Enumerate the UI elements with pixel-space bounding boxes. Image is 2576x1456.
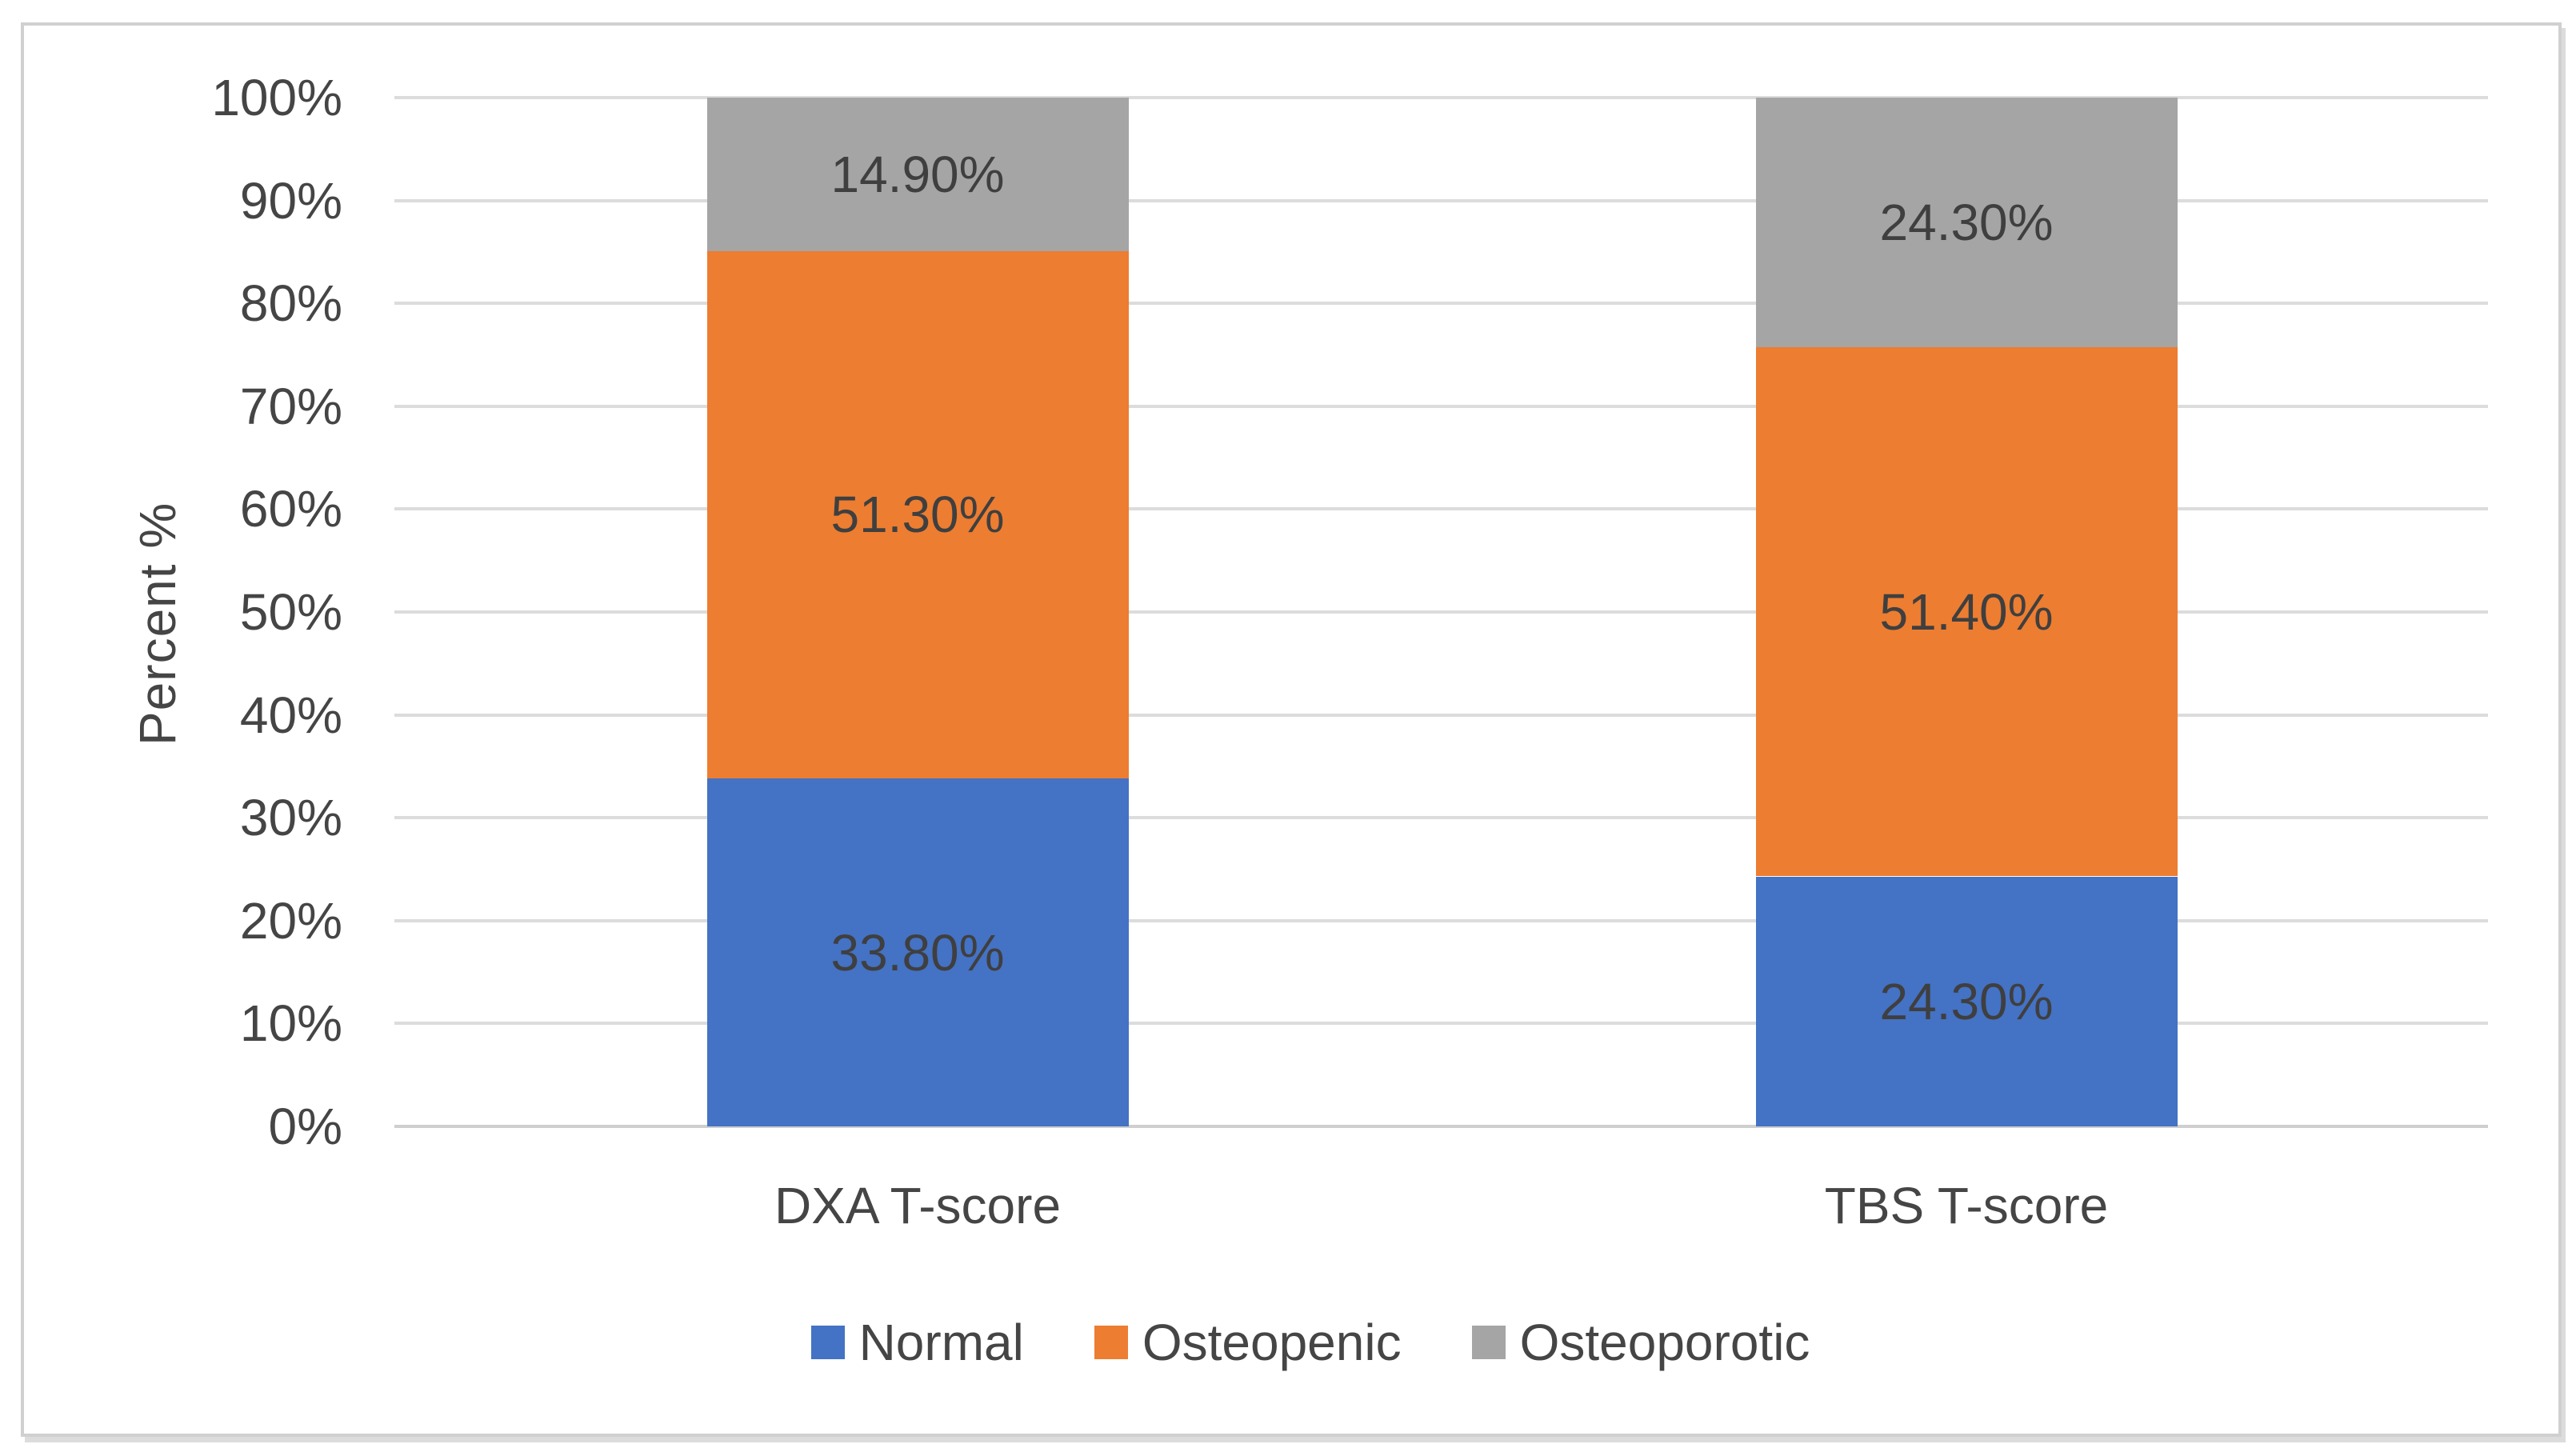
figure-border — [21, 22, 2562, 1437]
y-tick-label: 80% — [239, 274, 342, 333]
legend-item-normal: Normal — [810, 1313, 1024, 1372]
y-tick-label: 0% — [268, 1098, 343, 1155]
legend: Normal Osteopenic Osteoporotic — [0, 1304, 2576, 1381]
y-tick-label: 50% — [239, 583, 342, 641]
legend-item-osteoporotic: Osteoporotic — [1471, 1313, 1810, 1372]
legend-swatch-osteopenic-icon — [1094, 1326, 1128, 1359]
y-gridline — [394, 507, 2488, 511]
legend-label-osteoporotic: Osteoporotic — [1519, 1314, 1810, 1371]
y-tick-label: 40% — [239, 686, 342, 744]
x-axis-line — [394, 1125, 2488, 1128]
bar-segment-normal-dxa-t-score: 33.80% — [706, 778, 1129, 1126]
y-gridline — [394, 198, 2488, 202]
bar-segment-osteopenic-tbs-t-score: 51.40% — [1755, 347, 2178, 877]
data-label-normal-dxa-t-score: 33.80% — [830, 923, 1005, 982]
y-tick-label: 10% — [239, 994, 342, 1053]
legend-swatch-osteoporotic-icon — [1471, 1326, 1506, 1359]
y-gridline — [394, 302, 2488, 306]
data-label-osteopenic-tbs-t-score: 51.40% — [1879, 582, 2054, 641]
y-tick-label: 100% — [211, 69, 342, 126]
data-label-normal-tbs-t-score: 24.30% — [1879, 972, 2054, 1030]
y-tick-label: 90% — [239, 171, 342, 230]
y-gridline — [394, 610, 2488, 614]
data-label-osteoporotic-tbs-t-score: 24.30% — [1879, 194, 2054, 252]
bar-segment-osteoporotic-tbs-t-score: 24.30% — [1755, 98, 2178, 348]
legend-label-normal: Normal — [858, 1314, 1024, 1371]
bar-segment-normal-tbs-t-score: 24.30% — [1755, 876, 2178, 1126]
data-label-osteoporotic-dxa-t-score: 14.90% — [830, 145, 1005, 203]
x-category-label-dxa-t-score: DXA T-score — [774, 1177, 1062, 1234]
x-category-label-tbs-t-score: TBS T-score — [1824, 1177, 2109, 1234]
legend-swatch-normal-icon — [810, 1326, 845, 1359]
y-tick-label: 30% — [239, 789, 342, 847]
y-gridline — [394, 96, 2488, 99]
bar-segment-osteopenic-dxa-t-score: 51.30% — [706, 250, 1129, 779]
y-tick-label: 60% — [239, 480, 342, 538]
y-tick-label: 20% — [239, 891, 342, 950]
y-gridline — [394, 816, 2488, 820]
y-gridline — [394, 404, 2488, 408]
y-tick-label: 70% — [239, 377, 342, 435]
bar-segment-osteoporotic-dxa-t-score: 14.90% — [706, 98, 1129, 251]
y-gridline — [394, 1022, 2488, 1026]
y-gridline — [394, 713, 2488, 717]
y-gridline — [394, 918, 2488, 922]
legend-item-osteopenic: Osteopenic — [1094, 1313, 1402, 1372]
legend-label-osteopenic: Osteopenic — [1142, 1314, 1402, 1371]
data-label-osteopenic-dxa-t-score: 51.30% — [830, 486, 1005, 544]
